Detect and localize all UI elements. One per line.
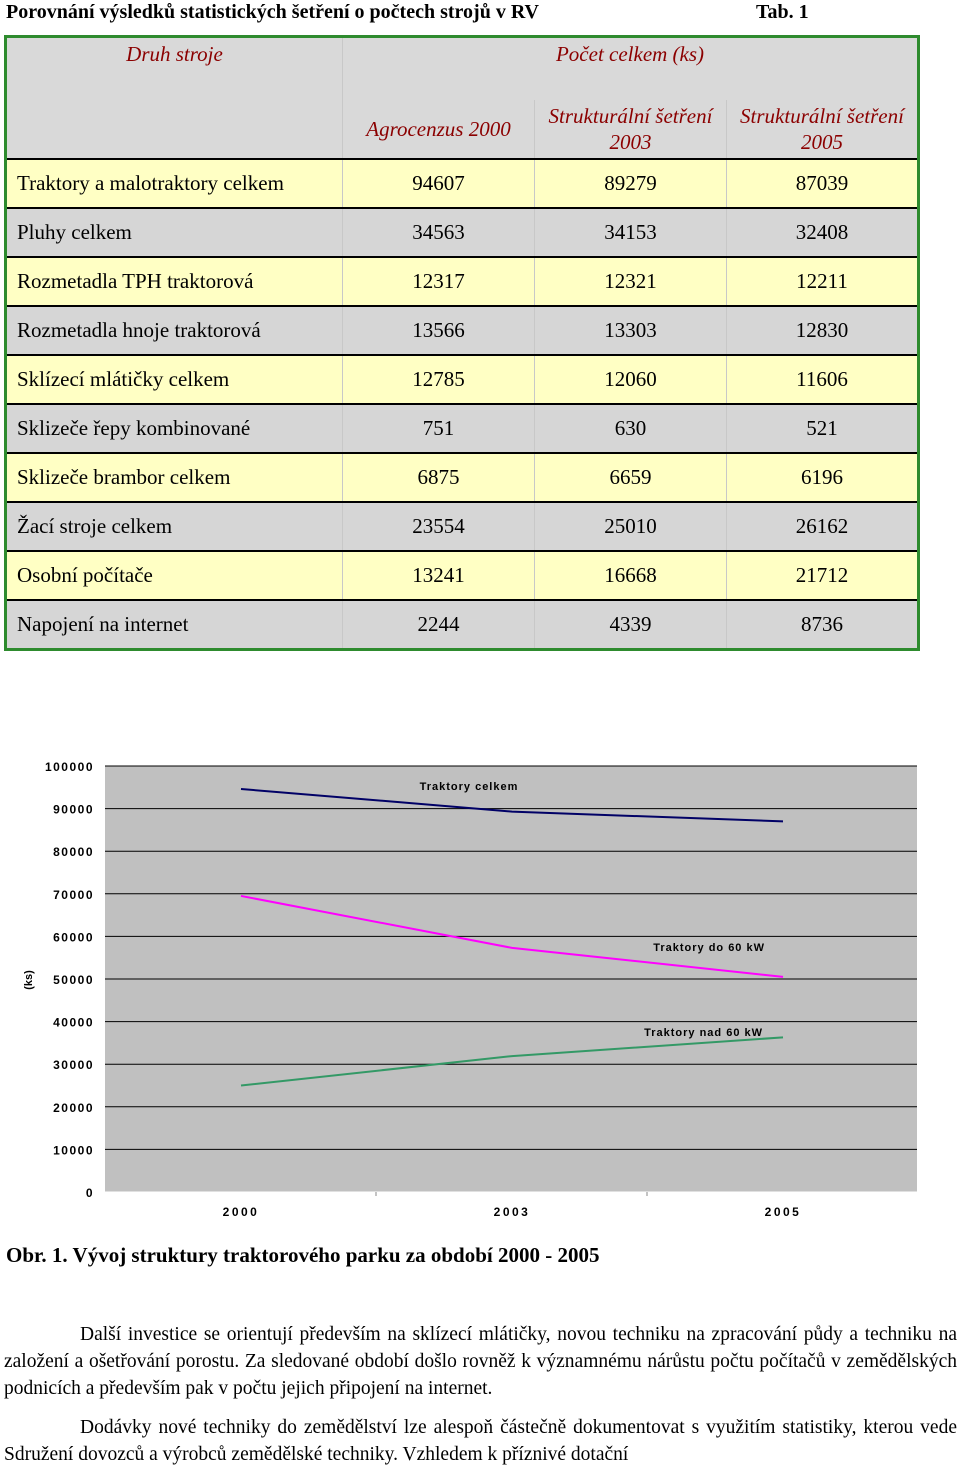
- row-value: 26162: [726, 501, 920, 552]
- table-row: Sklizeče brambor celkem 6875 6659 6196: [5, 452, 920, 503]
- document-title-text: Porovnání výsledků statistických šetření…: [6, 1, 539, 23]
- table-row: Sklizeče řepy kombinované 751 630 521: [5, 403, 920, 454]
- row-value: 630: [534, 403, 727, 454]
- row-value: 87039: [726, 158, 920, 209]
- row-label: Osobní počítače: [5, 550, 343, 601]
- y-tick-label: 100000: [45, 760, 94, 774]
- header-empty-cell: [5, 100, 343, 159]
- row-value: 25010: [534, 501, 727, 552]
- table-row: Traktory a malotraktory celkem 94607 89279…: [5, 158, 920, 209]
- row-value: 4339: [534, 599, 727, 650]
- table-header-row: Druh stroje Počet celkem (ks): [5, 35, 920, 100]
- y-tick-label: 50000: [53, 973, 94, 987]
- row-label: Sklizeče brambor celkem: [5, 452, 343, 503]
- document-title: Porovnání výsledků statistických šetření…: [6, 0, 956, 24]
- row-value: 32408: [726, 207, 920, 258]
- y-tick-label: 60000: [53, 930, 94, 944]
- row-value: 12060: [534, 354, 727, 405]
- y-tick-label: 70000: [53, 888, 94, 902]
- statistics-table: Druh stroje Počet celkem (ks) Agrocenzus…: [4, 35, 921, 651]
- table-row: Napojení na internet 2244 4339 8736: [5, 599, 920, 650]
- row-value: 521: [726, 403, 920, 454]
- row-value: 94607: [342, 158, 535, 209]
- series-line: [240, 1036, 784, 1087]
- row-value: 21712: [726, 550, 920, 601]
- row-value: 6875: [342, 452, 535, 503]
- table-row: Sklízecí mlátičky celkem 12785 12060 11606: [5, 354, 920, 405]
- y-tick-label: 40000: [53, 1016, 94, 1030]
- y-tick-label: 20000: [53, 1101, 94, 1115]
- row-value: 13241: [342, 550, 535, 601]
- row-label: Rozmetadla hnoje traktorová: [5, 305, 343, 356]
- tractor-line-chart: 0 10000 20000 30000 40000 50000 60000 70000 8000…: [0, 750, 960, 1230]
- row-label: Napojení na internet: [5, 599, 343, 650]
- series-line: [240, 788, 784, 823]
- y-tick-label: 90000: [53, 803, 94, 817]
- header-setreni-2003: Strukturální šetření 2003: [534, 100, 727, 159]
- paragraph-2: Dodávky nové techniky do zemědělství lze…: [4, 1417, 957, 1465]
- row-value: 12317: [342, 256, 535, 307]
- row-label: Rozmetadla TPH traktorová: [5, 256, 343, 307]
- y-tick-label: 30000: [53, 1058, 94, 1072]
- row-value: 751: [342, 403, 535, 454]
- row-value: 12830: [726, 305, 920, 356]
- x-tick-label: 2005: [765, 1205, 802, 1219]
- row-value: 12785: [342, 354, 535, 405]
- table-row: Rozmetadla TPH traktorová 12317 12321 12211: [5, 256, 920, 307]
- row-value: 13303: [534, 305, 727, 356]
- header-druh-stroje: Druh stroje: [5, 35, 343, 100]
- y-axis-label: (ks): [23, 970, 35, 990]
- row-label: Žací stroje celkem: [5, 501, 343, 552]
- row-value: 34563: [342, 207, 535, 258]
- row-label: Traktory a malotraktory celkem: [5, 158, 343, 209]
- row-value: 6196: [726, 452, 920, 503]
- row-value: 12211: [726, 256, 920, 307]
- table-row: Pluhy celkem 34563 34153 32408: [5, 207, 920, 258]
- row-label: Sklízecí mlátičky celkem: [5, 354, 343, 405]
- row-value: 34153: [534, 207, 727, 258]
- table-row: Rozmetadla hnoje traktorová 13566 13303 128…: [5, 305, 920, 356]
- x-tick-label: 2003: [494, 1205, 531, 1219]
- paragraph-1: Další investice se orientují především n…: [4, 1324, 957, 1399]
- y-tick-label: 10000: [53, 1143, 94, 1157]
- row-label: Pluhy celkem: [5, 207, 343, 258]
- row-value: 23554: [342, 501, 535, 552]
- row-value: 12321: [534, 256, 727, 307]
- y-tick-label: 0: [86, 1186, 94, 1200]
- table-row: Osobní počítače 13241 16668 21712: [5, 550, 920, 601]
- table-label: Tab. 1: [756, 1, 809, 23]
- series-label: Traktory do 60 kW: [653, 942, 765, 954]
- header-setreni-2005: Strukturální šetření 2005: [726, 100, 920, 159]
- figure-caption: Obr. 1. Vývoj struktury traktorového par…: [6, 1243, 600, 1267]
- row-value: 13566: [342, 305, 535, 356]
- row-value: 89279: [534, 158, 727, 209]
- row-value: 16668: [534, 550, 727, 601]
- row-value: 11606: [726, 354, 920, 405]
- header-pocet-celkem: Počet celkem (ks): [342, 35, 920, 100]
- row-value: 2244: [342, 599, 535, 650]
- row-label: Sklizeče řepy kombinované: [5, 403, 343, 454]
- series-line: [240, 894, 784, 978]
- series-label: Traktory celkem: [420, 781, 519, 793]
- header-agrocenzus-2000: Agrocenzus 2000: [342, 100, 535, 159]
- row-value: 6659: [534, 452, 727, 503]
- table-subheader-row: Agrocenzus 2000 Strukturální šetření 200…: [5, 100, 920, 159]
- table-row: Žací stroje celkem 23554 25010 26162: [5, 501, 920, 552]
- series-label: Traktory nad 60 kW: [644, 1027, 763, 1039]
- x-tick-label: 2000: [223, 1205, 260, 1219]
- chart-svg: 0 10000 20000 30000 40000 50000 60000 70000 8000…: [23, 760, 917, 1219]
- row-value: 8736: [726, 599, 920, 650]
- y-tick-label: 80000: [53, 845, 94, 859]
